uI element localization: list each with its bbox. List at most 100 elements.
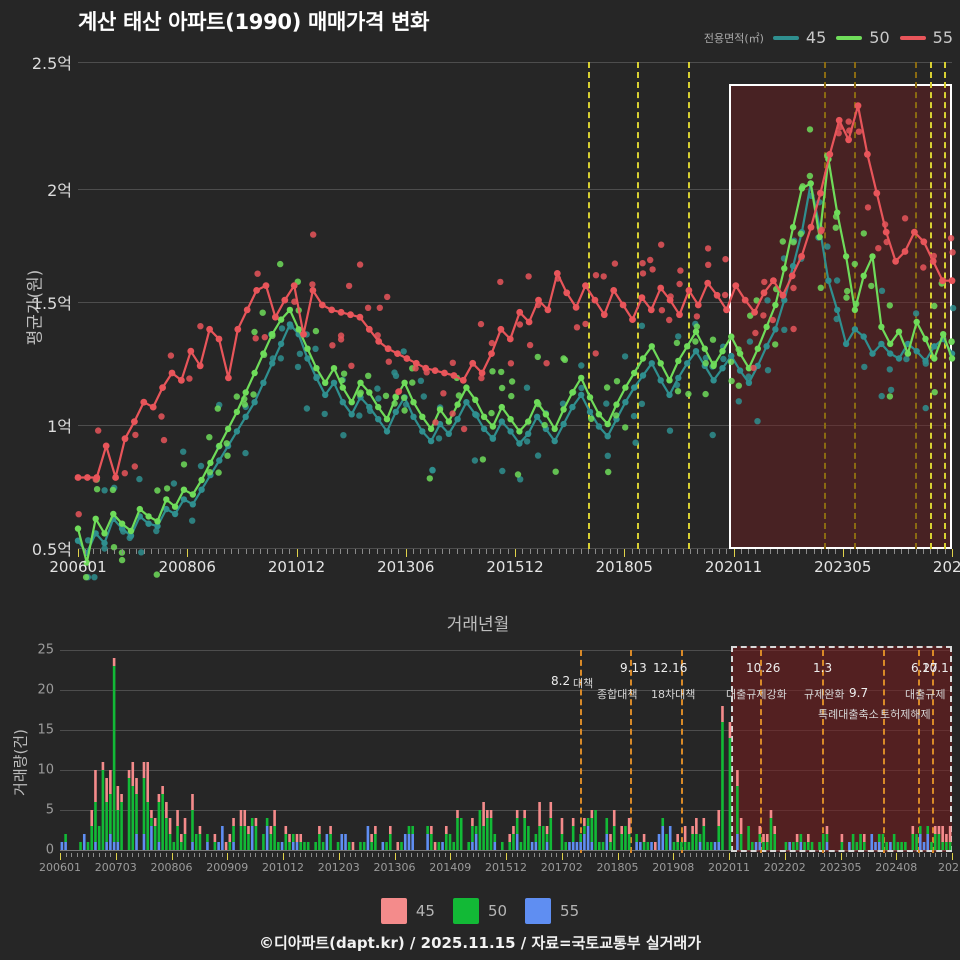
bar-segment-45 — [728, 722, 732, 738]
scatter-point-55 — [477, 320, 485, 328]
gridline — [78, 548, 952, 549]
x-tickmark — [78, 549, 79, 557]
point-45 — [375, 416, 382, 423]
scatter-point-50 — [400, 394, 408, 401]
scatter-point-50 — [534, 353, 541, 361]
scatter-point-45 — [632, 439, 639, 446]
x-tickmark — [230, 549, 232, 554]
legend-top: 전용면적(㎡) 45 50 55 — [704, 28, 956, 47]
point-55 — [394, 350, 401, 357]
x-tickmark — [472, 853, 474, 857]
scatter-point-45 — [578, 362, 585, 369]
scatter-point-45 — [435, 435, 443, 442]
x-tickmark — [493, 549, 495, 554]
event-vline — [824, 62, 826, 549]
x-tickmark — [243, 853, 245, 857]
bar-segment-50 — [709, 842, 713, 850]
scatter-point-55 — [722, 256, 729, 263]
bar-segment-55 — [60, 842, 64, 850]
x-tickmark — [478, 549, 480, 554]
bar-segment-50 — [542, 826, 545, 850]
bottom-xtick-label: 201409 — [429, 861, 472, 874]
point-55 — [478, 369, 486, 377]
x-tickmark — [355, 853, 357, 857]
point-45 — [736, 367, 744, 374]
point-50 — [375, 403, 382, 411]
bar-segment-50 — [243, 826, 247, 850]
bar-segment-55 — [109, 834, 112, 850]
bar-segment-45 — [224, 842, 228, 850]
scatter-point-55 — [864, 204, 872, 211]
point-50 — [622, 384, 629, 391]
x-tickmark — [515, 549, 516, 557]
x-tickmark — [879, 549, 881, 554]
scatter-point-45 — [242, 449, 249, 457]
bottom-xtick-label: 201805 — [596, 861, 639, 874]
scatter-point-45 — [878, 287, 886, 294]
point-55 — [253, 287, 260, 294]
point-55 — [939, 277, 946, 285]
bar-segment-45 — [101, 762, 105, 770]
bar-segment-45 — [329, 826, 332, 834]
x-tickmark — [255, 853, 257, 857]
scatter-point-55 — [526, 341, 534, 349]
scatter-point-50 — [206, 469, 213, 476]
scatter-point-50 — [489, 368, 496, 375]
bar-segment-50 — [877, 834, 881, 842]
scatter-point-55 — [254, 270, 261, 277]
point-55 — [131, 418, 138, 425]
scatter-point-45 — [833, 315, 840, 323]
point-55 — [629, 316, 636, 323]
event-vline — [918, 650, 920, 853]
point-50 — [869, 253, 876, 260]
bar-segment-45 — [620, 826, 623, 834]
x-tickmark — [533, 853, 535, 857]
point-55 — [835, 116, 843, 124]
legend-bottom-swatch-50 — [452, 898, 479, 924]
annotation-text-97: 특례대출축소 — [818, 708, 879, 721]
bar-segment-55 — [366, 826, 370, 850]
bottom-xtick-label: 200909 — [206, 861, 249, 874]
x-tickmark — [177, 853, 179, 857]
x-tickmark — [427, 549, 429, 554]
bar-segment-50 — [862, 842, 866, 850]
x-tickmark — [455, 853, 457, 857]
scatter-point-50 — [735, 382, 742, 389]
legend-top-title: 전용면적(㎡) — [703, 31, 764, 45]
x-tickmark — [398, 549, 400, 554]
point-50 — [754, 345, 761, 352]
x-tickmark — [223, 549, 225, 554]
bar-segment-50 — [698, 834, 702, 842]
x-tickmark — [873, 853, 875, 857]
point-55 — [657, 284, 665, 292]
scatter-point-55 — [836, 123, 844, 131]
x-tickmark — [748, 549, 750, 554]
bar-segment-45 — [243, 810, 247, 826]
bar-segment-50 — [773, 834, 777, 850]
scatter-point-45 — [824, 243, 831, 250]
bar-segment-50 — [362, 842, 366, 850]
point-45 — [842, 340, 850, 348]
bottom-xtick-label: 201702 — [540, 861, 583, 874]
point-50 — [366, 389, 373, 396]
bar-segment-55 — [799, 842, 803, 850]
x-tickmark — [377, 853, 379, 857]
x-tickmark — [444, 853, 446, 857]
ytick-label: 2억 — [47, 181, 72, 200]
point-50 — [145, 513, 152, 520]
x-tickmark — [935, 853, 937, 857]
bar-segment-50 — [545, 834, 549, 842]
point-45 — [463, 399, 470, 406]
x-tickmark — [143, 549, 145, 554]
x-tickmark — [539, 853, 541, 857]
point-45 — [145, 520, 152, 527]
x-tickmark — [650, 853, 652, 857]
ytick-label: 15 — [37, 722, 54, 738]
bar-segment-45 — [795, 834, 799, 842]
point-55 — [929, 257, 937, 265]
x-tickmark — [232, 853, 234, 857]
scatter-point-45 — [781, 326, 788, 333]
bar-segment-50 — [564, 842, 568, 850]
scatter-point-45 — [294, 363, 302, 371]
scatter-point-55 — [337, 332, 345, 339]
